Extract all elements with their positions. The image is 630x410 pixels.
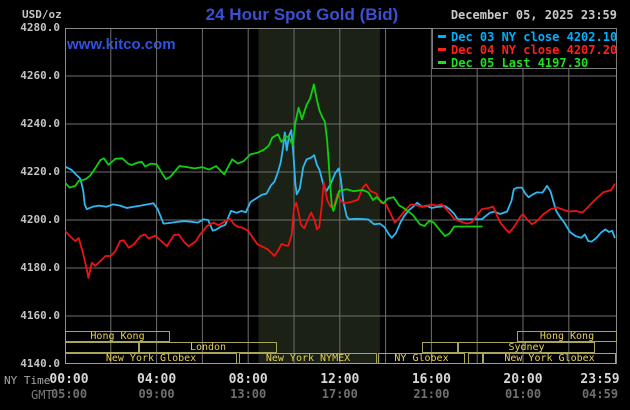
- legend-label: Dec 03 NY close 4202.10: [451, 29, 618, 44]
- ny-time-tick-label: 20:00: [503, 372, 543, 387]
- ny-time-tick-label: 12:00: [320, 372, 360, 387]
- chart-datetime: December 05, 2025 23:59: [450, 8, 617, 22]
- legend-row-dec03: Dec 03 NY close 4202.10: [438, 29, 618, 44]
- price-line-dec04: [65, 181, 616, 279]
- session-box-hong-kong: Hong Kong: [65, 331, 170, 342]
- y-tick-label: 4240.0: [20, 117, 60, 130]
- session-box-london: London: [139, 342, 277, 353]
- gmt-tick-label: 01:00: [504, 387, 542, 401]
- plot-area: [65, 28, 617, 364]
- gmt-tick-label: 21:00: [413, 387, 450, 401]
- legend: Dec 03 NY close 4202.10 Dec 04 NY close 4…: [432, 28, 618, 70]
- session-box-new-york-globex: New York Globex: [483, 353, 616, 364]
- gmt-tick-label: 04:59: [581, 387, 619, 401]
- price-line-dec05: [65, 83, 483, 238]
- ny-time-tick-label: 00:00: [49, 372, 89, 387]
- ny-time-tick-label: 23:59: [580, 372, 620, 387]
- legend-dash-icon: [438, 35, 446, 38]
- gmt-axis-label: GMT: [31, 388, 53, 402]
- y-tick-label: 4280.0: [20, 21, 60, 34]
- y-tick-label: 4200.0: [20, 213, 60, 226]
- y-tick-label: 4220.0: [20, 165, 60, 178]
- ny-time-axis-label: NY Time: [4, 374, 51, 387]
- ny-time-tick-label: 16:00: [411, 372, 451, 387]
- price-line-dec03: [65, 129, 616, 243]
- session-box: [468, 353, 483, 364]
- y-tick-label: 4160.0: [20, 309, 60, 322]
- y-tick-label: 4260.0: [20, 69, 60, 82]
- y-tick-label: 4180.0: [20, 261, 60, 274]
- nymex-session-highlight-band: [258, 28, 380, 364]
- session-box-sydney: Sydney: [458, 342, 595, 353]
- session-box-hong-kong: Hong Kong: [517, 331, 617, 342]
- legend-dash-icon: [438, 61, 446, 64]
- legend-row-dec04: Dec 04 NY close 4207.20: [438, 42, 618, 57]
- y-axis-unit-label: USD/oz: [22, 8, 62, 21]
- session-box-ny-globex: NY Globex: [378, 353, 465, 364]
- session-box-new-york-globex: New York Globex: [65, 353, 237, 364]
- ny-time-tick-label: 04:00: [137, 372, 177, 387]
- gmt-tick-label: 13:00: [230, 387, 267, 401]
- legend-row-dec05: Dec 05 Last 4197.30: [438, 55, 616, 70]
- legend-label: Dec 05 Last 4197.30: [451, 55, 589, 70]
- gmt-tick-label: 17:00: [321, 387, 358, 401]
- session-box: [65, 342, 139, 353]
- gmt-tick-label: 09:00: [138, 387, 175, 401]
- kitco-watermark-link[interactable]: www.kitco.com: [67, 36, 176, 53]
- session-box: [422, 342, 458, 353]
- y-tick-label: 4140.0: [20, 357, 60, 370]
- ny-time-tick-label: 08:00: [228, 372, 268, 387]
- session-box-new-york-nymex: New York NYMEX: [239, 353, 377, 364]
- legend-label: Dec 04 NY close 4207.20: [451, 42, 618, 57]
- legend-dash-icon: [438, 48, 446, 51]
- gmt-tick-label: 05:00: [50, 387, 88, 401]
- page-title: 24 Hour Spot Gold (Bid): [205, 5, 399, 24]
